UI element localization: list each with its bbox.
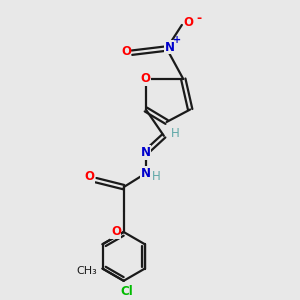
Text: N: N <box>141 167 151 180</box>
Text: +: + <box>173 35 181 45</box>
Text: H: H <box>171 127 180 140</box>
Text: N: N <box>164 40 174 54</box>
Text: H: H <box>152 169 161 182</box>
Text: O: O <box>111 225 121 238</box>
Text: O: O <box>121 45 131 58</box>
Text: N: N <box>141 146 151 159</box>
Text: CH₃: CH₃ <box>76 266 97 276</box>
Text: O: O <box>184 16 194 29</box>
Text: -: - <box>196 11 201 25</box>
Text: Cl: Cl <box>120 285 133 298</box>
Text: O: O <box>85 170 95 183</box>
Text: O: O <box>141 72 151 85</box>
